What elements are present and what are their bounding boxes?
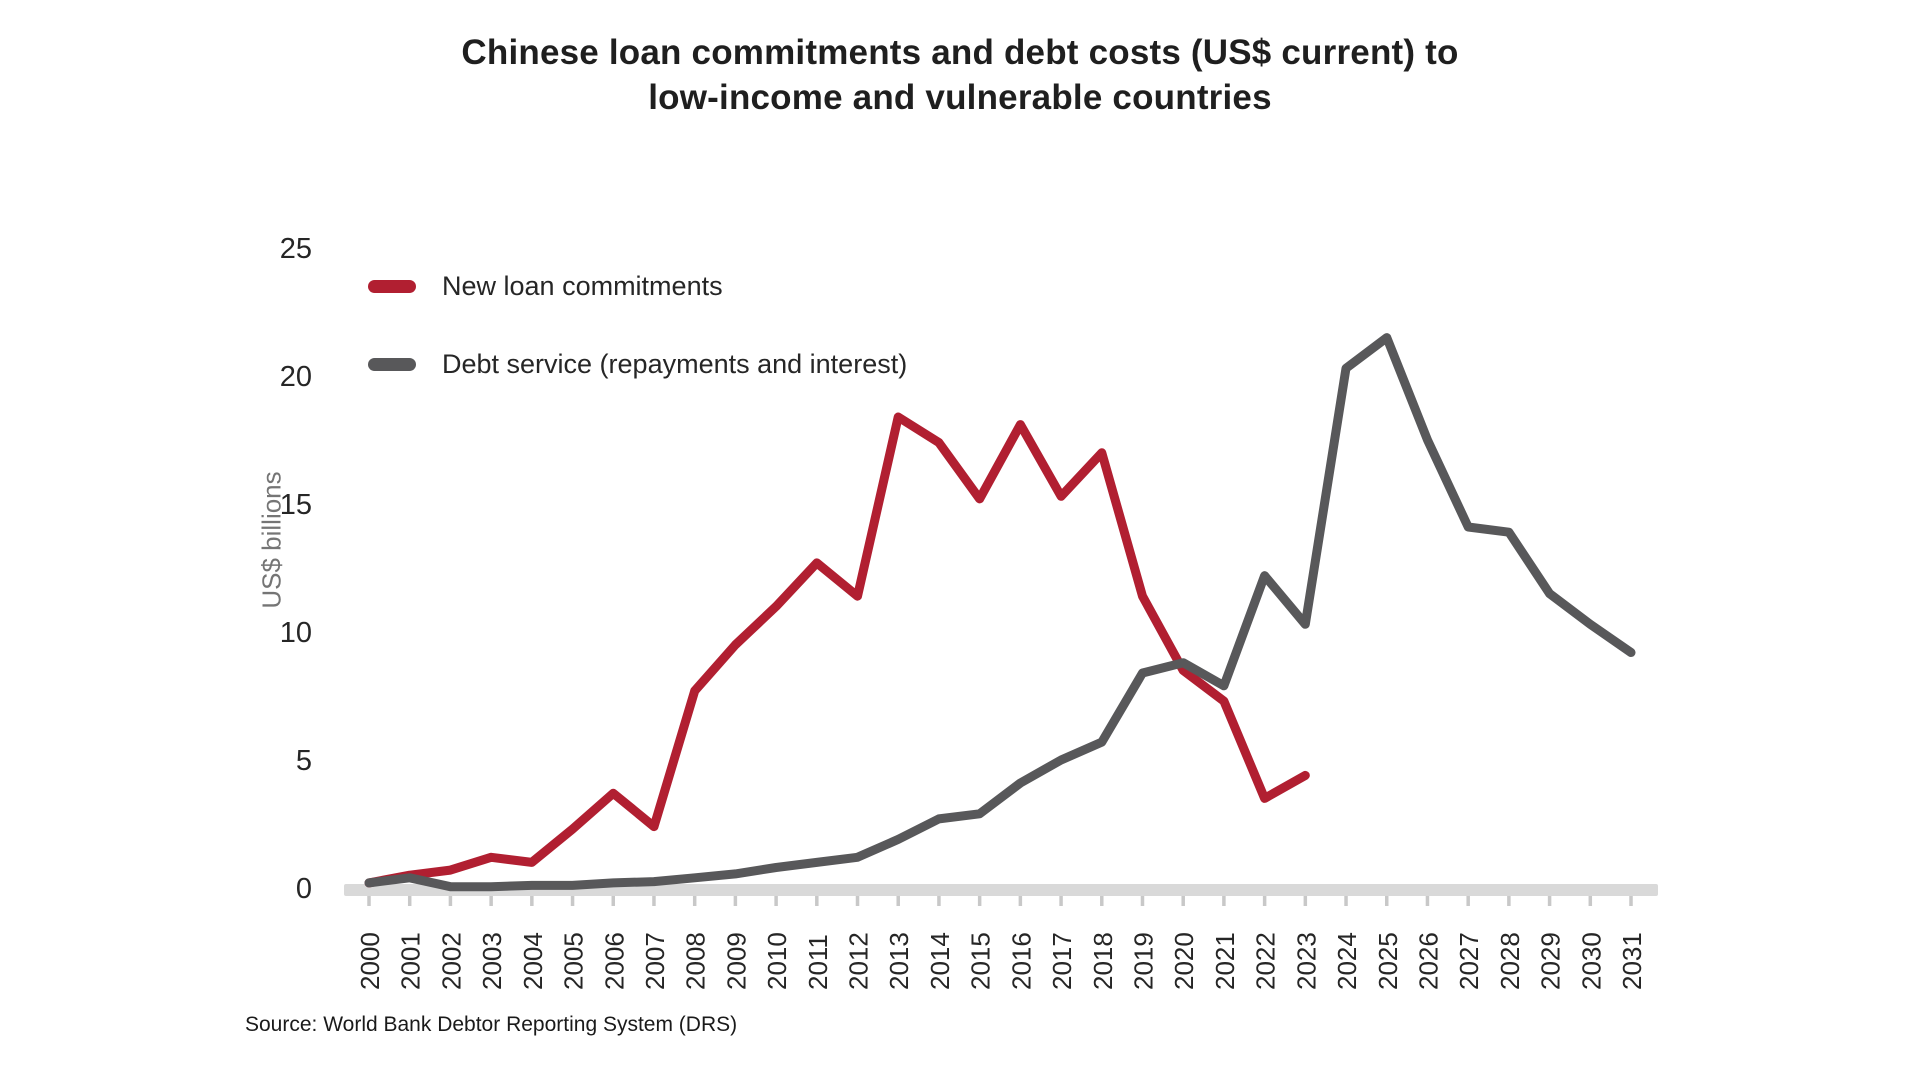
x-tick-label: 2014 <box>925 932 955 990</box>
legend-item-debt-service: Debt service (repayments and interest) <box>368 346 907 382</box>
x-tick-label: 2027 <box>1454 932 1484 990</box>
legend-label: New loan commitments <box>442 270 723 301</box>
x-tick-label: 2002 <box>436 932 466 990</box>
x-tick-label: 2006 <box>599 932 629 990</box>
x-tick-label: 2010 <box>762 932 792 990</box>
legend-swatch <box>368 357 416 371</box>
x-tick-label: 2022 <box>1251 932 1281 990</box>
y-tick-label: 5 <box>296 745 312 777</box>
chart-title-line-2: low-income and vulnerable countries <box>648 78 1272 117</box>
y-tick-label: 10 <box>280 617 312 649</box>
x-tick-label: 2024 <box>1332 932 1362 990</box>
x-tick-label: 2005 <box>559 932 589 990</box>
x-tick-label: 2026 <box>1413 932 1443 990</box>
x-axis-band <box>344 884 1658 896</box>
x-tick-label: 2004 <box>518 932 548 990</box>
y-tick-label: 0 <box>296 873 312 905</box>
x-tick-label: 2030 <box>1576 932 1606 990</box>
x-tick-label: 2017 <box>1047 932 1077 990</box>
y-tick-label: 25 <box>280 233 312 265</box>
x-tick-label: 2021 <box>1210 932 1240 990</box>
x-tick-label: 2025 <box>1373 932 1403 990</box>
x-tick-label: 2001 <box>396 932 426 990</box>
x-tick-label: 2011 <box>803 934 833 990</box>
x-tick-label: 2029 <box>1536 932 1566 990</box>
x-tick-label: 2003 <box>477 932 507 990</box>
x-tick-labels: 2000 2001 2002 2003 2004 2005 2006 2007 2008 2009… <box>355 932 1647 990</box>
y-tick-label: 20 <box>280 361 312 393</box>
x-tick-label: 2028 <box>1495 932 1525 990</box>
source-note: Source: World Bank Debtor Reporting Syst… <box>245 1013 738 1036</box>
chart-title: Chinese loan commitments and debt costs … <box>0 30 1920 120</box>
chart-legend: New loan commitments Debt service (repay… <box>368 268 907 424</box>
x-tick-label: 2008 <box>681 932 711 990</box>
x-tick-label: 2016 <box>1006 932 1036 990</box>
x-tick-label: 2009 <box>721 932 751 990</box>
x-tick-label: 2020 <box>1169 932 1199 990</box>
x-tick-label: 2013 <box>884 932 914 990</box>
x-tick-label: 2018 <box>1088 932 1118 990</box>
x-tick-label: 2031 <box>1617 932 1647 990</box>
debt-service-line <box>364 333 1636 892</box>
y-tick-labels: 0 5 10 15 20 25 <box>280 233 312 905</box>
x-axis-ticks <box>367 896 1633 906</box>
chart-title-line-1: Chinese loan commitments and debt costs … <box>461 33 1459 72</box>
x-tick-label: 2012 <box>844 932 874 990</box>
legend-swatch <box>368 279 416 293</box>
x-tick-label: 2007 <box>640 932 670 990</box>
legend-label: Debt service (repayments and interest) <box>442 348 908 379</box>
y-tick-label: 15 <box>280 489 312 521</box>
loan-commitments-line <box>364 412 1310 888</box>
x-tick-label: 2023 <box>1291 932 1321 990</box>
x-tick-label: 2019 <box>1128 932 1158 990</box>
x-tick-label: 2000 <box>355 932 385 990</box>
legend-item-new-loan-commitments: New loan commitments <box>368 268 907 304</box>
x-tick-label: 2015 <box>966 932 996 990</box>
